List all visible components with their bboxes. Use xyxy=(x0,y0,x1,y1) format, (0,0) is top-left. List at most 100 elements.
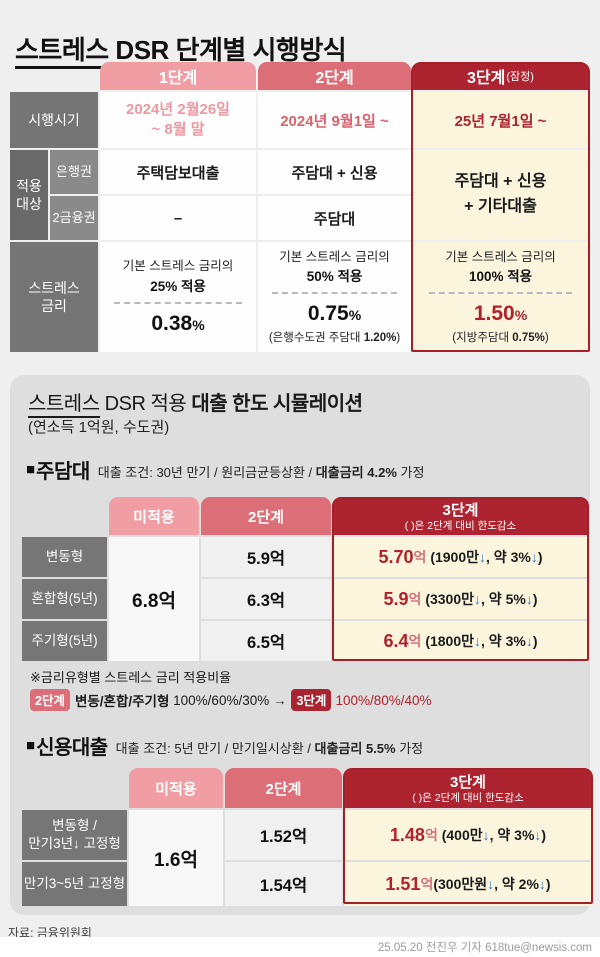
title-rest: DSR 단계별 시행방식 xyxy=(108,35,347,66)
limit-detail: , 약 5% xyxy=(481,591,526,607)
limit-detail: , 약 3% xyxy=(486,549,531,565)
reporter-credit: 25.05.20 전진우 기자 618tue@newsis.com xyxy=(377,942,592,954)
timing-stage3-cell: 25년 7월1일 ~ xyxy=(413,92,588,148)
stress-stage1-value: 0.38% xyxy=(151,312,204,336)
credit-tab-stage3: 3단계( )은 2단계 대비 한도감소 xyxy=(344,768,592,808)
credit-row-label: 변동형 / 만기3년↓ 고정형 xyxy=(22,810,127,860)
target-bank-stage1-text: 주택담보대출 xyxy=(136,164,220,182)
credit-loan-table: 미적용 2단계 3단계( )은 2단계 대비 한도감소 변동형 / 만기3년↓ 고… xyxy=(22,768,593,906)
limit-detail: , 약 2% xyxy=(494,876,539,892)
tab-stage1: 1단계 xyxy=(100,62,256,90)
row-label-nonbank: 2금융권 xyxy=(50,196,98,240)
source-label: 자료: 금융위원회 xyxy=(8,926,92,940)
limit-detail: , 약 3% xyxy=(489,827,535,843)
credit-loan-cond-suffix: 가정 xyxy=(395,741,424,756)
page-title: 스트레스 DSR 단계별 시행방식 xyxy=(15,30,347,70)
simulation-title-bold: 대출 한도 시뮬레이션 xyxy=(191,393,363,415)
stage-implementation-table: 1단계 2단계 3단계 (잠정) 시행시기 2024년 2월26일 ~ 8월 말 2… xyxy=(10,62,590,352)
mortgage-section-heading: ■ 주담대 대출 조건: 30년 만기 / 원리금균등상환 / 대출금리 4.2… xyxy=(26,455,424,484)
stress-stage2-value: 0.75% xyxy=(308,302,361,326)
dashed-divider xyxy=(271,292,398,295)
stress-stage2-note-suffix: ) xyxy=(396,332,401,345)
simulation-title-underlined: 스트레스 xyxy=(28,393,100,418)
down-arrow-icon: ↓ xyxy=(479,549,487,565)
credit-stage2-cell: 1.54억 xyxy=(225,862,342,906)
mortgage-stage2-cell: 6.3억 xyxy=(201,579,331,619)
limit-detail: , 약 3% xyxy=(481,633,526,649)
limit-detail: ) xyxy=(541,827,547,843)
stress-stage1-cell: 기본 스트레스 금리의 25% 적용 0.38% xyxy=(100,242,256,352)
timing-stage1-cell: 2024년 2월26일 ~ 8월 말 xyxy=(100,92,256,148)
stress-stage2-percent-sign: % xyxy=(348,307,362,324)
stress-stage3-desc: 기본 스트레스 금리의 xyxy=(445,249,556,264)
mortgage-row2-stage2-value: 6.3억 xyxy=(246,592,286,610)
limit-detail: (3300만 xyxy=(421,591,475,607)
mortgage-tab-none-label: 미적용 xyxy=(133,508,175,526)
stress-stage3-percent-sign: % xyxy=(514,307,528,324)
timing-stage1-line1: 2024년 2월26일 xyxy=(126,100,230,118)
limit-unit: 억 xyxy=(408,591,422,607)
stage3-ratios: 100%/80%/40% xyxy=(335,692,432,708)
limit-detail: ) xyxy=(532,591,538,607)
mortgage-stage3-cell: 5.70 억 (1900만 ↓, 약 3% ↓) xyxy=(333,537,588,577)
credit-bar: 25.05.20 전진우 기자 618tue@newsis.com xyxy=(0,937,600,957)
mortgage-tab-stage2-label: 2단계 xyxy=(248,508,284,526)
square-bullet-icon: ■ xyxy=(26,737,36,754)
credit-loan-section-name: 신용대출 xyxy=(36,737,108,759)
limit-detail: ) xyxy=(532,633,538,649)
mortgage-row1-stage2-value: 5.9억 xyxy=(246,550,286,568)
row-label-nonbank-text: 2금융권 xyxy=(52,209,96,225)
dashed-divider xyxy=(114,301,242,304)
stress-stage3-note-suffix: ) xyxy=(544,332,549,345)
mortgage-table: 미적용 2단계 3단계( )은 2단계 대비 한도감소 변동형 혼합형(5년) … xyxy=(22,497,589,661)
stress-stage2-desc: 기본 스트레스 금리의 xyxy=(279,249,390,264)
stress-stage3-number: 1.50 xyxy=(473,302,515,326)
mortgage-tab-stage3-subtext: ( )은 2단계 대비 한도감소 xyxy=(404,520,517,533)
stress-stage2-note-prefix: (은행수도권 주담대 xyxy=(268,332,364,345)
down-arrow-icon: ↓ xyxy=(487,876,495,892)
dashed-divider xyxy=(428,292,573,295)
stress-stage1-desc: 기본 스트레스 금리의 xyxy=(122,259,234,274)
limit-unit: 억 xyxy=(420,876,434,892)
stress-stage1-ratio: 25% 적용 xyxy=(150,278,206,294)
credit-stage3-cell: 1.48 억 (400만 ↓, 약 3% ↓) xyxy=(344,810,592,860)
mortgage-row3-stage2-value: 6.5억 xyxy=(246,634,286,652)
mortgage-conditions: 대출 조건: 30년 만기 / 원리금균등상환 / 대출금리 4.2% 가정 xyxy=(98,462,425,481)
row-label-bank-text: 은행권 xyxy=(56,163,92,179)
target-bank-stage2-text: 주담대 + 신용 xyxy=(291,164,378,182)
credit-base-limit-cell: 1.6억 xyxy=(129,810,223,906)
row-label-bank: 은행권 xyxy=(50,150,98,194)
mortgage-row1-label: 변동형 xyxy=(45,549,84,565)
stress-stage2-note-bold: 1.20% xyxy=(363,332,397,345)
target-bank-stage2-cell: 주담대 + 신용 xyxy=(258,150,411,194)
mortgage-tab-stage3-label: 3단계 xyxy=(442,502,479,520)
row-label-stress-line2: 금리 xyxy=(41,298,67,314)
target-bank-stage1-cell: 주택담보대출 xyxy=(100,150,256,194)
credit-row1-label-line2: 만기3년↓ 고정형 xyxy=(28,836,121,851)
target-nonbank-stage1-text: – xyxy=(173,209,183,227)
stress-stage2-number: 0.75 xyxy=(307,302,349,326)
mortgage-row-label: 주기형(5년) xyxy=(22,621,107,661)
mortgage-stage2-cell: 6.5억 xyxy=(201,621,331,661)
stress-stage1-number: 0.38 xyxy=(151,311,193,335)
credit-tab-stage3-subtext: ( )은 2단계 대비 한도감소 xyxy=(412,792,524,805)
limit-unit: 억 xyxy=(424,827,438,843)
mortgage-tab-stage2: 2단계 xyxy=(201,497,331,535)
stress-stage2-ratio: 50% 적용 xyxy=(306,269,363,285)
timing-stage3-text: 25년 7월1일 ~ xyxy=(454,112,547,130)
credit-tab-stage2: 2단계 xyxy=(225,768,342,808)
credit-base-limit-value: 1.6억 xyxy=(154,849,198,871)
stress-stage2-note: (은행수도권 주담대 1.20%) xyxy=(269,329,400,345)
tab-stage3-label: 3단계 xyxy=(467,70,506,87)
stress-stage3-note-prefix: (지방주담대 xyxy=(452,332,513,345)
credit-row2-stage2-value: 1.54억 xyxy=(259,877,308,895)
simulation-card: 스트레스 DSR 적용 대출 한도 시뮬레이션 (연소득 1억원, 수도권) ■… xyxy=(10,375,593,915)
down-arrow-icon: ↓ xyxy=(530,549,538,565)
mortgage-stage2-cell: 5.9억 xyxy=(201,537,331,577)
rate-ratio-note: ※금리유형별 스트레스 금리 적용비율 xyxy=(30,670,232,685)
target-nonbank-stage1-cell: – xyxy=(100,196,256,240)
row-label-target-line1: 적용 xyxy=(16,177,42,194)
tab-stage2-label: 2단계 xyxy=(315,70,354,87)
mortgage-tab-none: 미적용 xyxy=(109,497,199,535)
credit-row2-label: 만기3~5년 고정형 xyxy=(23,876,126,892)
